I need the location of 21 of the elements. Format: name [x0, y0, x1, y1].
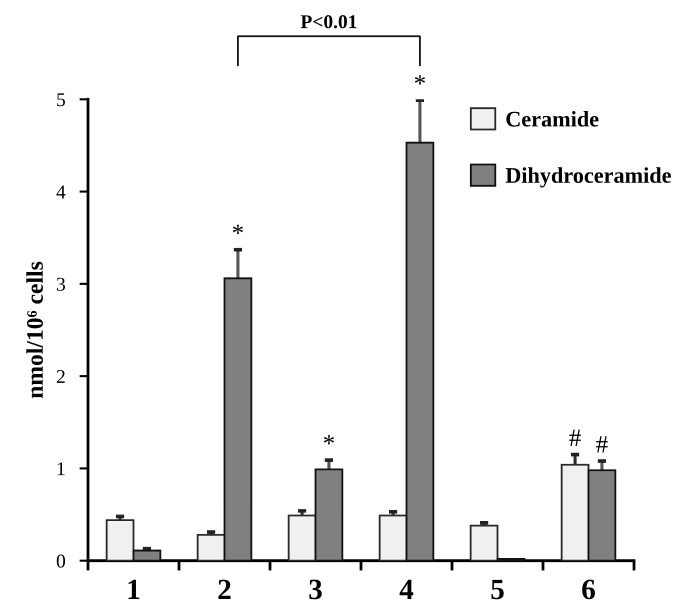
annotation: # [596, 436, 608, 452]
annotation: # [569, 430, 581, 446]
legend-label: Dihydroceramide [506, 167, 671, 188]
annotation: * [232, 224, 243, 234]
y-tick-label: 2 [56, 370, 65, 383]
annotation: * [324, 435, 334, 444]
annotation: * [414, 75, 425, 84]
x-tick-label: 3 [309, 580, 322, 600]
legend-label: Ceramide [506, 110, 598, 127]
x-tick-label: 1 [128, 580, 140, 599]
y-tick-label: 4 [56, 186, 66, 198]
y-tick-label: 3 [56, 278, 66, 291]
y-tick-label: 5 [57, 93, 66, 106]
y-tick-label: 1 [58, 462, 65, 476]
x-tick-label: 4 [400, 580, 414, 599]
y-axis-title: nmol/10⁶ cells [26, 262, 43, 398]
x-tick-label: 6 [582, 580, 595, 600]
x-tick-label: 5 [491, 580, 504, 600]
y-tick-label: 0 [56, 554, 66, 568]
text: P<0.01 [300, 15, 356, 28]
x-tick-label: 2 [218, 580, 231, 599]
